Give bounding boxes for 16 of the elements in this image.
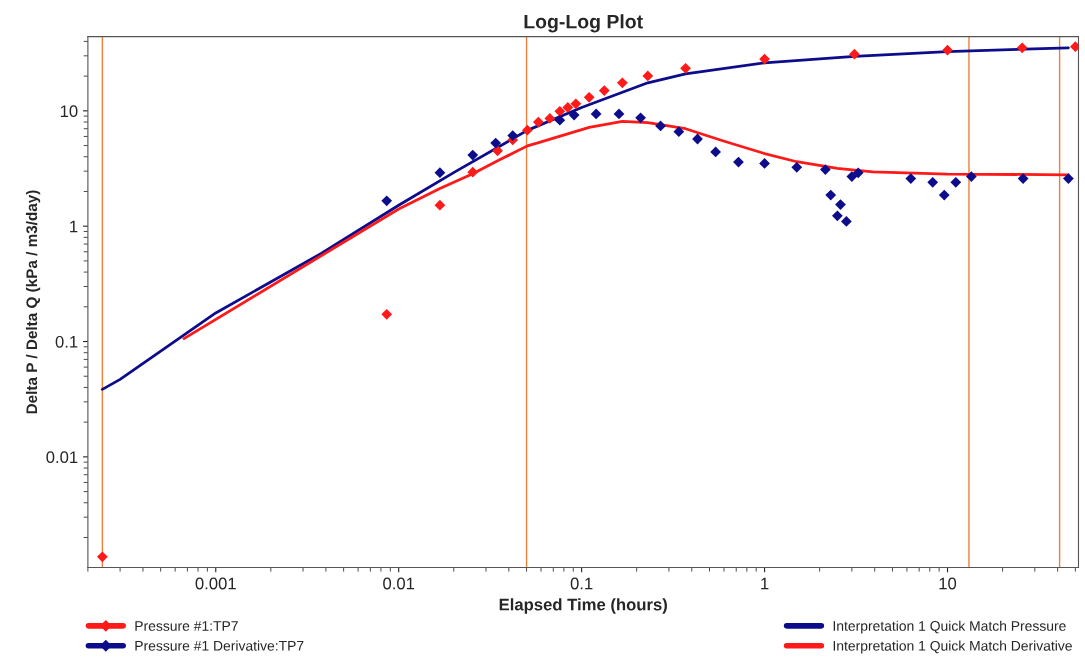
legend-label: Interpretation 1 Quick Match Derivative	[833, 640, 1072, 654]
y-tick-label: 0.1	[55, 335, 78, 348]
legend-label: Pressure #1:TP7	[135, 621, 238, 631]
legend-label: Pressure #1 Derivative:TP7	[135, 640, 304, 651]
x-tick-label: 0.1	[570, 577, 593, 590]
y-tick-label: 0.01	[46, 451, 78, 464]
y-axis-title: Delta P / Delta Q (kPa / m3/day)	[25, 190, 41, 414]
chart-title: Log-Log Plot	[524, 14, 643, 33]
legend-label: Interpretation 1 Quick Match Pressure	[833, 620, 1066, 634]
x-tick-label: 0.01	[383, 577, 415, 590]
x-tick-label: 0.001	[195, 577, 236, 590]
x-tick-label: 1	[761, 577, 769, 590]
x-tick-label: 10	[939, 577, 957, 590]
y-tick-label: 1	[70, 220, 78, 233]
y-tick-label: 10	[60, 105, 78, 118]
x-axis-title: Elapsed Time (hours)	[499, 598, 667, 614]
